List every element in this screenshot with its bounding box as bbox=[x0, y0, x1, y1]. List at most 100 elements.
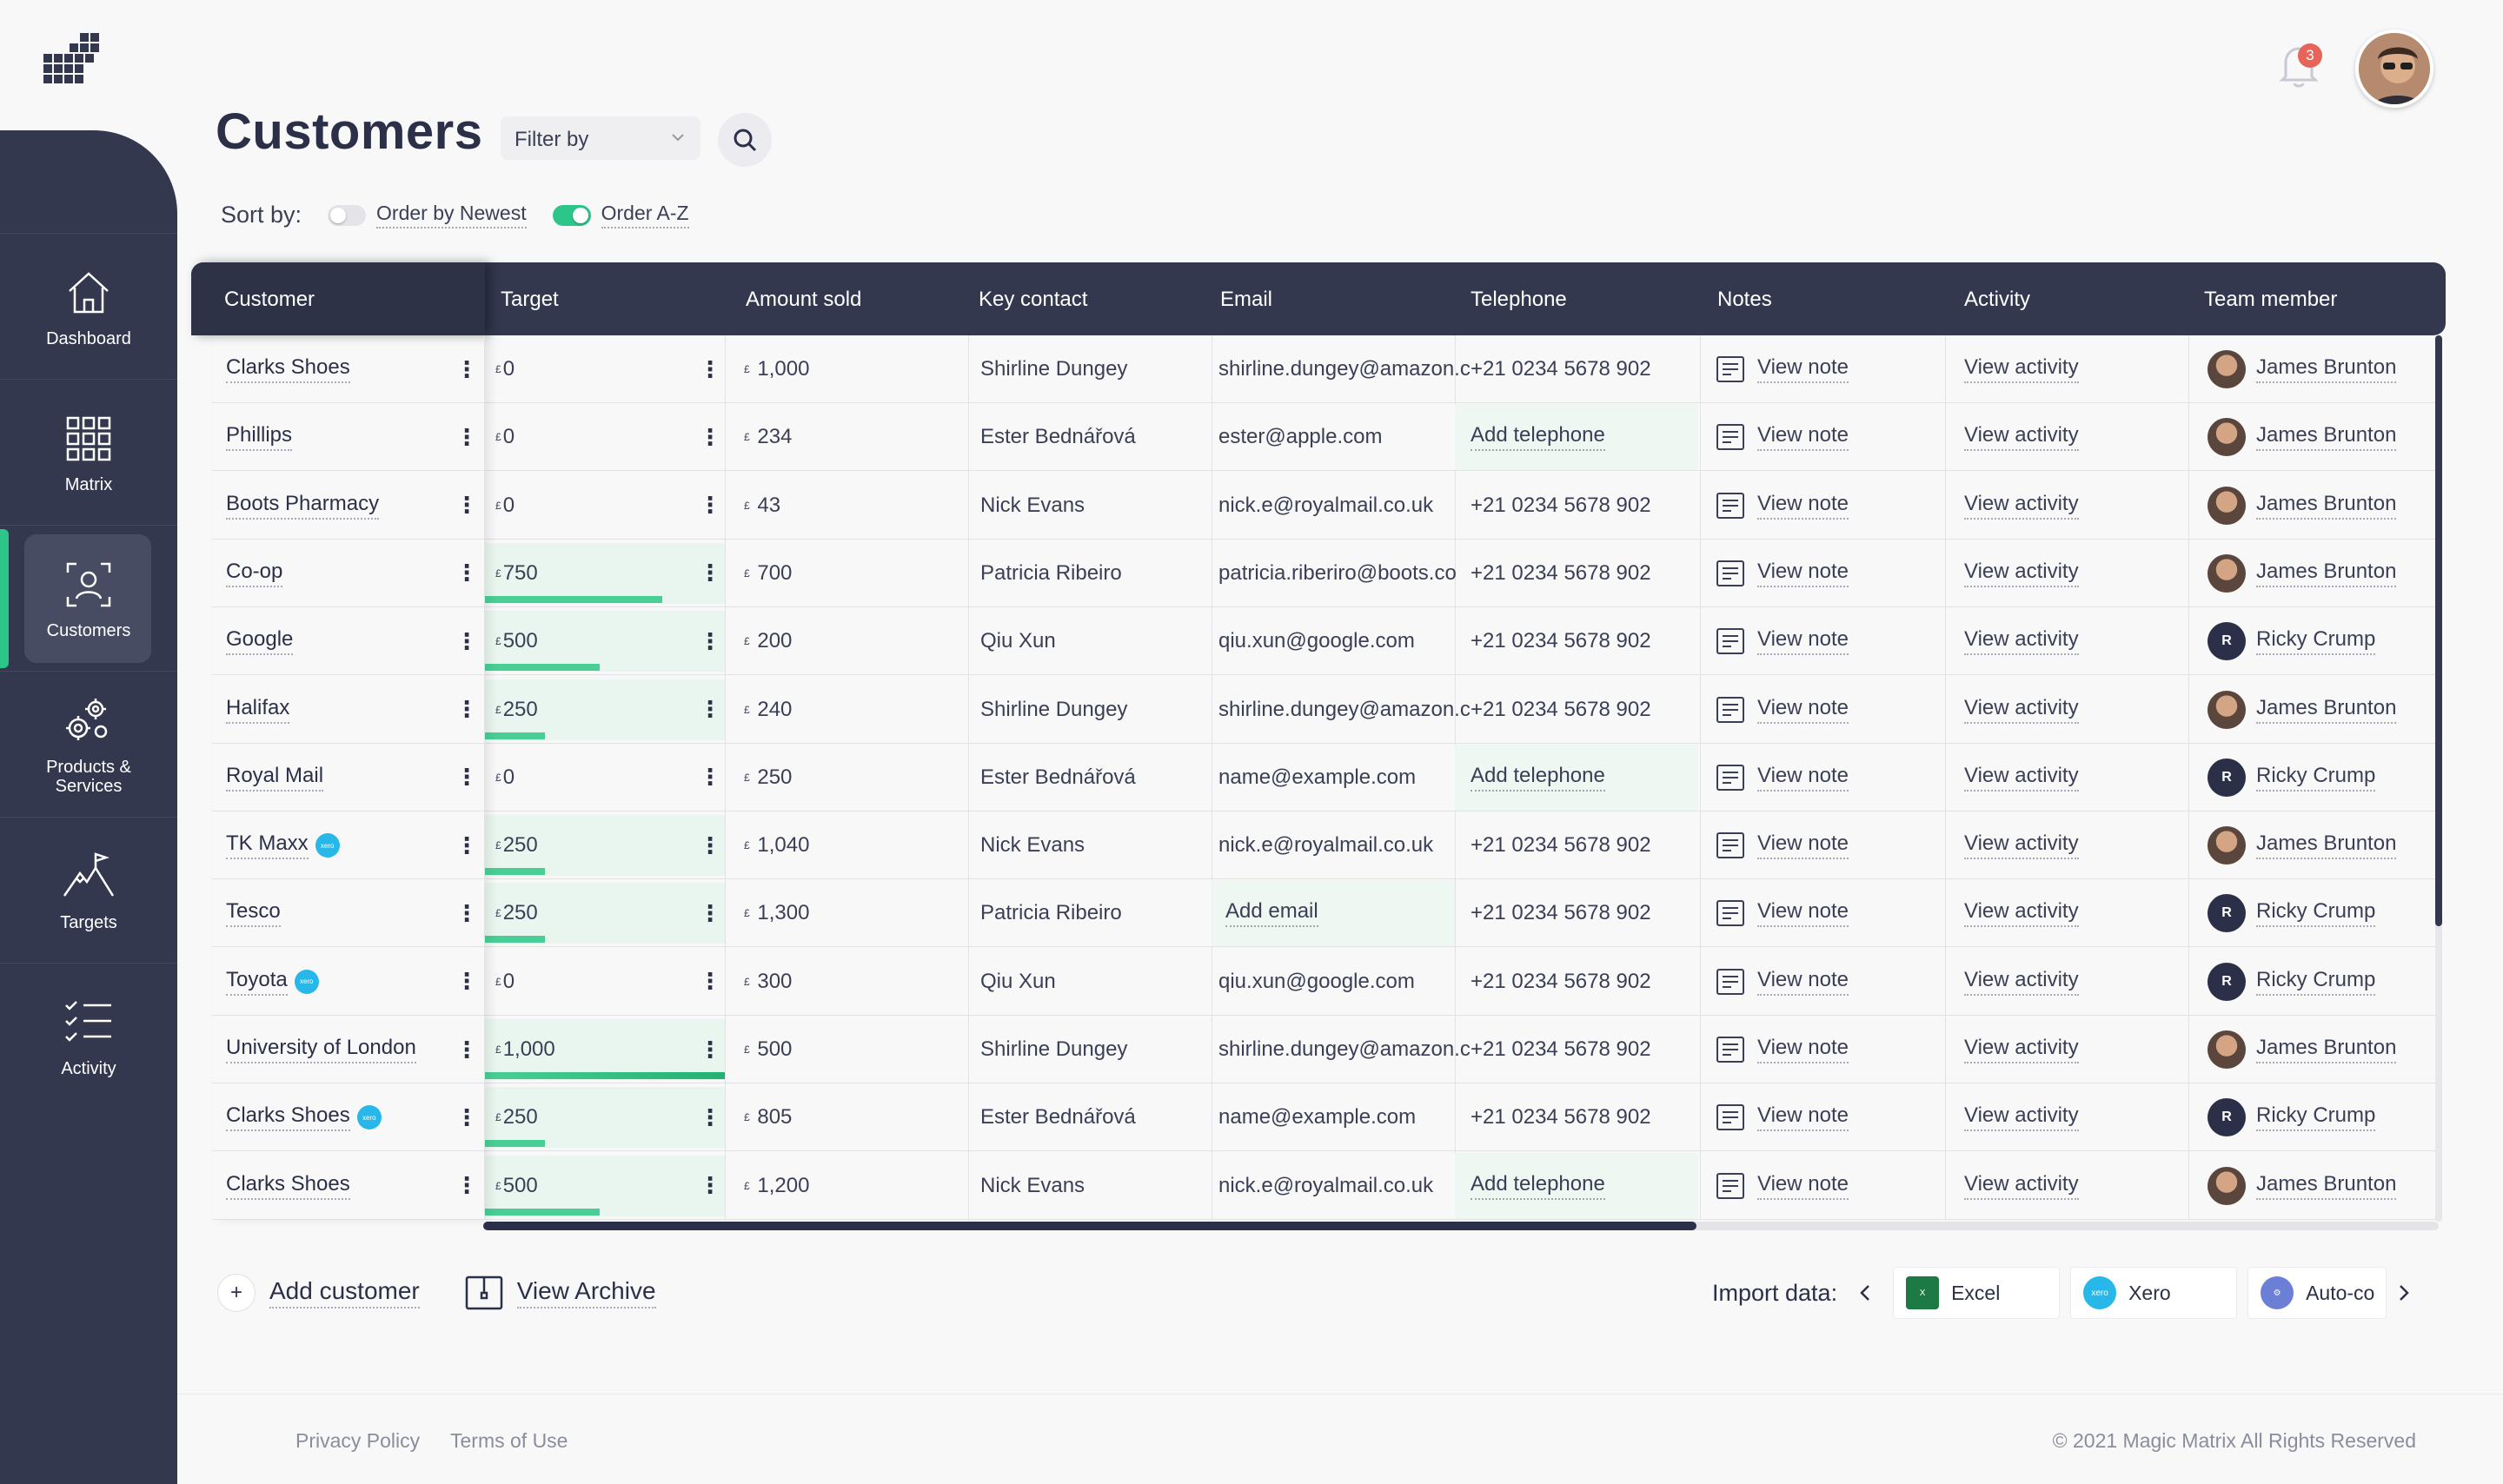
target-cell[interactable]: £250 bbox=[495, 1083, 538, 1151]
activity-cell[interactable]: View activity bbox=[1964, 472, 2079, 540]
column-header-key-contact[interactable]: Key contact bbox=[979, 288, 1088, 311]
plus-icon[interactable]: + bbox=[217, 1274, 256, 1312]
target-cell[interactable]: £1,000 bbox=[495, 1016, 555, 1083]
activity-cell[interactable]: View activity bbox=[1964, 1016, 2079, 1083]
view-note-link[interactable]: View note bbox=[1757, 696, 1849, 724]
row-menu-button[interactable]: ⋮ bbox=[455, 831, 478, 858]
customer-name-link[interactable]: University of London bbox=[226, 1036, 416, 1063]
vertical-scrollbar[interactable] bbox=[2435, 335, 2442, 1222]
column-header-telephone[interactable]: Telephone bbox=[1471, 288, 1567, 311]
notes-cell[interactable]: View note bbox=[1716, 744, 1849, 812]
column-header-target[interactable]: Target bbox=[501, 288, 559, 311]
horizontal-scrollbar[interactable] bbox=[483, 1222, 2439, 1230]
team-member-name[interactable]: James Brunton bbox=[2256, 1036, 2397, 1063]
activity-cell[interactable]: View activity bbox=[1964, 540, 2079, 607]
filter-dropdown[interactable]: Filter by bbox=[501, 116, 700, 160]
customer-name-link[interactable]: Google bbox=[226, 627, 294, 656]
row-menu-button[interactable]: ⋮ bbox=[455, 764, 478, 791]
activity-cell[interactable]: View activity bbox=[1964, 948, 2079, 1016]
team-member-cell[interactable]: James Brunton bbox=[2208, 335, 2397, 403]
telephone-cell[interactable]: Add telephone bbox=[1471, 1152, 1605, 1220]
telephone-cell[interactable]: Add telephone bbox=[1471, 744, 1605, 812]
team-member-cell[interactable]: R Ricky Crump bbox=[2208, 948, 2376, 1016]
target-menu-button[interactable]: ⋮ bbox=[699, 1172, 721, 1199]
team-member-cell[interactable]: James Brunton bbox=[2208, 1152, 2397, 1220]
chevron-right-icon[interactable] bbox=[2397, 1282, 2411, 1303]
team-member-cell[interactable]: James Brunton bbox=[2208, 812, 2397, 879]
view-activity-link[interactable]: View activity bbox=[1964, 1103, 2079, 1132]
team-member-name[interactable]: Ricky Crump bbox=[2256, 968, 2376, 996]
add-email-link[interactable]: Add email bbox=[1225, 899, 1318, 928]
activity-cell[interactable]: View activity bbox=[1964, 403, 2079, 471]
target-cell[interactable]: £500 bbox=[495, 1152, 538, 1220]
nav-item-targets[interactable]: Targets bbox=[0, 817, 177, 963]
column-header-notes[interactable]: Notes bbox=[1717, 288, 1772, 311]
privacy-policy-link[interactable]: Privacy Policy bbox=[295, 1429, 421, 1452]
target-menu-button[interactable]: ⋮ bbox=[699, 968, 721, 995]
activity-cell[interactable]: View activity bbox=[1964, 607, 2079, 675]
activity-cell[interactable]: View activity bbox=[1964, 335, 2079, 403]
row-menu-button[interactable]: ⋮ bbox=[455, 899, 478, 926]
target-cell[interactable]: £250 bbox=[495, 676, 538, 744]
view-activity-link[interactable]: View activity bbox=[1964, 560, 2079, 587]
view-note-link[interactable]: View note bbox=[1757, 423, 1849, 452]
telephone-cell[interactable]: Add telephone bbox=[1471, 403, 1605, 471]
chevron-left-icon[interactable] bbox=[1858, 1282, 1872, 1303]
view-note-link[interactable]: View note bbox=[1757, 560, 1849, 587]
view-activity-link[interactable]: View activity bbox=[1964, 899, 2079, 928]
target-menu-button[interactable]: ⋮ bbox=[699, 696, 721, 722]
team-member-name[interactable]: James Brunton bbox=[2256, 423, 2397, 452]
row-menu-button[interactable]: ⋮ bbox=[455, 355, 478, 382]
nav-item-customers[interactable]: Customers bbox=[0, 525, 177, 671]
archive-icon[interactable] bbox=[465, 1275, 503, 1310]
target-cell[interactable]: £250 bbox=[495, 812, 538, 879]
view-note-link[interactable]: View note bbox=[1757, 1036, 1849, 1063]
team-member-cell[interactable]: James Brunton bbox=[2208, 540, 2397, 607]
add-telephone-link[interactable]: Add telephone bbox=[1471, 423, 1605, 452]
view-activity-link[interactable]: View activity bbox=[1964, 696, 2079, 724]
view-note-link[interactable]: View note bbox=[1757, 1103, 1849, 1132]
team-member-cell[interactable]: James Brunton bbox=[2208, 472, 2397, 540]
customer-name-link[interactable]: Clarks Shoes bbox=[226, 355, 350, 383]
view-note-link[interactable]: View note bbox=[1757, 492, 1849, 520]
nav-item-dashboard[interactable]: Dashboard bbox=[0, 233, 177, 379]
view-activity-link[interactable]: View activity bbox=[1964, 423, 2079, 452]
target-cell[interactable]: £0 bbox=[495, 472, 515, 540]
view-note-link[interactable]: View note bbox=[1757, 899, 1849, 928]
view-activity-link[interactable]: View activity bbox=[1964, 764, 2079, 792]
import-auto-button[interactable]: ⚙ Auto-co bbox=[2247, 1267, 2387, 1319]
target-cell[interactable]: £0 bbox=[495, 948, 515, 1016]
target-menu-button[interactable]: ⋮ bbox=[699, 627, 721, 654]
customer-name-link[interactable]: Halifax bbox=[226, 696, 290, 724]
scrollbar-thumb[interactable] bbox=[2435, 335, 2442, 926]
team-member-name[interactable]: Ricky Crump bbox=[2256, 899, 2376, 928]
email-cell[interactable]: Add email bbox=[1225, 879, 1318, 947]
customer-name-link[interactable]: Royal Mail bbox=[226, 764, 324, 792]
target-menu-button[interactable]: ⋮ bbox=[699, 899, 721, 926]
row-menu-button[interactable]: ⋮ bbox=[455, 492, 478, 519]
magic-matrix-logo[interactable] bbox=[42, 31, 103, 92]
target-menu-button[interactable]: ⋮ bbox=[699, 764, 721, 791]
notes-cell[interactable]: View note bbox=[1716, 1016, 1849, 1083]
row-menu-button[interactable]: ⋮ bbox=[455, 1036, 478, 1063]
team-member-name[interactable]: James Brunton bbox=[2256, 355, 2397, 383]
view-activity-link[interactable]: View activity bbox=[1964, 968, 2079, 996]
target-cell[interactable]: £500 bbox=[495, 607, 538, 675]
team-member-cell[interactable]: James Brunton bbox=[2208, 403, 2397, 471]
team-member-name[interactable]: Ricky Crump bbox=[2256, 764, 2376, 792]
team-member-name[interactable]: James Brunton bbox=[2256, 696, 2397, 724]
nav-item-matrix[interactable]: Matrix bbox=[0, 379, 177, 525]
team-member-name[interactable]: James Brunton bbox=[2256, 492, 2397, 520]
view-activity-link[interactable]: View activity bbox=[1964, 831, 2079, 860]
view-note-link[interactable]: View note bbox=[1757, 968, 1849, 996]
target-menu-button[interactable]: ⋮ bbox=[699, 560, 721, 586]
column-header-amount-sold[interactable]: Amount sold bbox=[746, 288, 862, 311]
activity-cell[interactable]: View activity bbox=[1964, 812, 2079, 879]
terms-of-use-link[interactable]: Terms of Use bbox=[450, 1429, 568, 1452]
team-member-name[interactable]: Ricky Crump bbox=[2256, 1103, 2376, 1132]
row-menu-button[interactable]: ⋮ bbox=[455, 1103, 478, 1130]
activity-cell[interactable]: View activity bbox=[1964, 1152, 2079, 1220]
view-activity-link[interactable]: View activity bbox=[1964, 1036, 2079, 1063]
view-note-link[interactable]: View note bbox=[1757, 831, 1849, 860]
team-member-name[interactable]: Ricky Crump bbox=[2256, 627, 2376, 656]
